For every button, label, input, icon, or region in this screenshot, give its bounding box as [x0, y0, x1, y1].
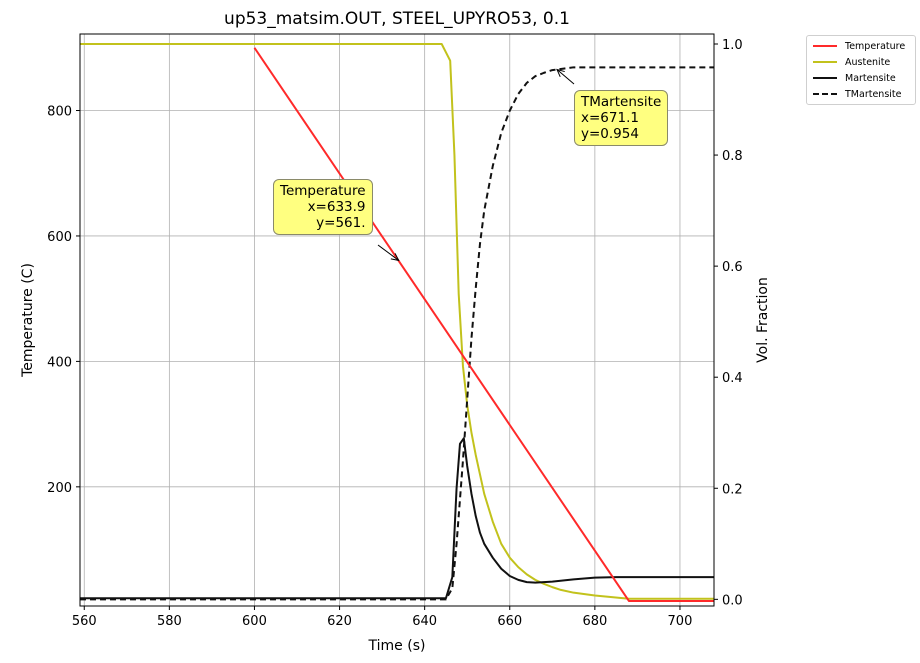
legend-item-austenite: Austenite [813, 54, 890, 70]
legend-item-temperature: Temperature [813, 38, 905, 54]
x-tick-label: 700 [668, 614, 693, 629]
annotation-arrowhead-tmartensite [556, 68, 565, 78]
annotation-arrows [377, 68, 575, 262]
legend-label-temperature: Temperature [845, 40, 906, 52]
x-axis-label: Time (s) [368, 638, 426, 654]
y-axis-label: Temperature (C) [20, 263, 36, 378]
annotation-tmartensite-y: y=0.954 [581, 126, 639, 142]
annotation-tmartensite-x: x=671.1 [581, 110, 639, 126]
y-tick-label: 800 [47, 105, 72, 120]
y2-axis-label: Vol. Fraction [755, 277, 771, 363]
series-line-martensite [80, 437, 714, 600]
y2-tick-label: 0.8 [722, 149, 743, 164]
x-tick-label: 680 [582, 614, 607, 629]
y2-tick-label: 0.6 [722, 260, 743, 275]
annotation-tmartensite: TMartensite x=671.1 y=0.954 [574, 90, 669, 146]
annotation-arrow-temperature [377, 244, 400, 261]
annotation-arrow-tmartensite [556, 69, 575, 85]
annotation-temperature-label: Temperature [280, 183, 366, 199]
x-tick-label: 600 [242, 614, 267, 629]
legend: Temperature Austenite Martensite TMarten… [806, 35, 916, 105]
x-tick-label: 660 [497, 614, 522, 629]
legend-swatch-austenite [813, 61, 837, 63]
annotation-temperature-y: y=561. [316, 215, 366, 231]
x-tick-label: 620 [327, 614, 352, 629]
x-tick-label: 560 [72, 614, 97, 629]
legend-swatch-tmartensite [813, 93, 837, 95]
y2-tick-label: 1.0 [722, 38, 743, 53]
y-tick-label: 400 [47, 355, 72, 370]
y2-tick-label: 0.0 [722, 593, 743, 608]
legend-label-austenite: Austenite [845, 56, 891, 68]
annotation-arrowhead-temperature [390, 253, 400, 262]
y2-tick-label: 0.4 [722, 371, 743, 386]
legend-swatch-martensite [813, 77, 837, 79]
series-line-tmartensite [80, 66, 714, 601]
y2-tick-label: 0.2 [722, 482, 743, 497]
legend-label-tmartensite: TMartensite [845, 88, 902, 100]
series-line-austenite [80, 43, 714, 600]
y-tick-label: 600 [47, 230, 72, 245]
series-group [80, 43, 714, 602]
x-tick-label: 580 [157, 614, 182, 629]
legend-item-martensite: Martensite [813, 70, 896, 86]
legend-label-martensite: Martensite [845, 72, 896, 84]
y-tick-label: 200 [47, 481, 72, 496]
x-tick-label: 640 [412, 614, 437, 629]
annotation-temperature-x: x=633.9 [307, 199, 366, 215]
legend-swatch-temperature [813, 45, 837, 47]
annotation-temperature: Temperature x=633.9 y=561. [273, 179, 373, 235]
chart-title: up53_matsim.OUT, STEEL_UPYRO53, 0.1 [224, 9, 570, 29]
series-line-temperature [253, 47, 714, 602]
tick-group: 560 580 600 620 640 660 680 700 200 400 600 800 0.0 0… [47, 38, 743, 629]
annotation-tmartensite-label: TMartensite [581, 94, 662, 110]
grid-lines [80, 34, 714, 606]
legend-item-tmartensite: TMartensite [813, 86, 901, 102]
plot-frame [79, 33, 715, 607]
